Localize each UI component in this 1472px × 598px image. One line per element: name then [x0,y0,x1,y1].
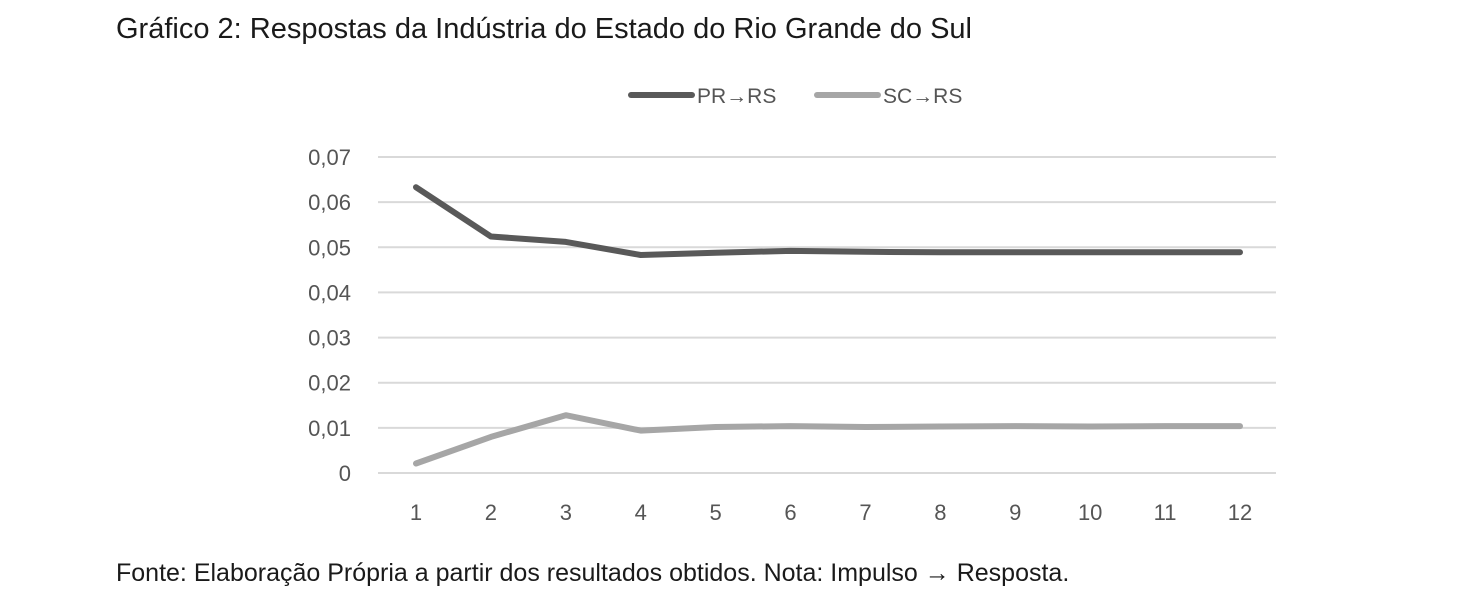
x-tick-label: 7 [859,500,871,525]
chart-source-note: Fonte: Elaboração Própria a partir dos r… [116,559,1070,587]
y-tick-label: 0,03 [308,326,351,351]
legend: PR→RS SC→RS [628,85,962,108]
legend-label: PR→RS [697,85,776,108]
y-tick-label: 0 [339,461,351,486]
series-line-1 [413,184,1243,258]
x-tick-label: 11 [1154,500,1177,525]
x-tick-label: 12 [1228,500,1252,525]
x-tick-label: 3 [560,500,572,525]
legend-label: SC→RS [883,85,962,108]
x-tick-label: 4 [635,500,647,525]
y-tick-label: 0,05 [308,235,351,260]
y-tick-label: 0,02 [308,371,351,396]
x-axis: 1 2 3 4 5 6 7 8 9 10 11 12 [410,500,1252,525]
x-tick-label: 6 [784,500,796,525]
series-lines [413,184,1243,467]
x-tick-label: 10 [1078,500,1102,525]
x-tick-label: 8 [934,500,946,525]
chart-title: Gráfico 2: Respostas da Indústria do Est… [116,13,972,45]
y-tick-label: 0,04 [308,280,351,305]
y-axis: 0 0,01 0,02 0,03 0,04 0,05 0,06 0,07 [308,145,351,486]
x-tick-label: 2 [485,500,497,525]
x-tick-label: 5 [710,500,722,525]
y-tick-label: 0,07 [308,145,351,170]
y-tick-label: 0,06 [308,190,351,215]
y-tick-label: 0,01 [308,416,351,441]
x-tick-label: 9 [1009,500,1021,525]
x-tick-label: 1 [410,500,422,525]
series-line-2 [413,412,1243,467]
